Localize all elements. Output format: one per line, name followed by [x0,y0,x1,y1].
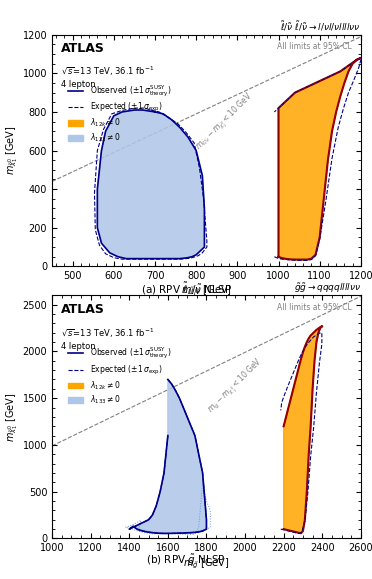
Text: ATLAS: ATLAS [61,42,105,54]
Text: $m_{\tilde{g}} - m_{\tilde{\chi}_1^0} < 10$ GeV: $m_{\tilde{g}} - m_{\tilde{\chi}_1^0} < … [205,355,266,417]
Text: All limits at 95% CL: All limits at 95% CL [277,42,352,51]
Text: All limits at 95% CL: All limits at 95% CL [277,303,352,312]
Polygon shape [279,58,361,259]
Text: $\tilde{g}\tilde{g} \rightarrow qqqq ll l l\nu\nu$: $\tilde{g}\tilde{g} \rightarrow qqqq ll … [294,281,361,295]
Polygon shape [97,110,204,259]
Text: (a) RPV $\tilde{\ell}_L / \tilde{\nu}$ NLSP: (a) RPV $\tilde{\ell}_L / \tilde{\nu}$ N… [141,281,231,298]
Text: $\tilde{\ell}/\tilde{\nu}$ $\tilde{\ell}/\tilde{\nu} \rightarrow l/\nu l/\nu lll: $\tilde{\ell}/\tilde{\nu}$ $\tilde{\ell}… [280,19,361,33]
Text: (b) RPV $\tilde{g}$ NLSP: (b) RPV $\tilde{g}$ NLSP [146,553,226,568]
X-axis label: $m_{\tilde{g}}$ [GeV]: $m_{\tilde{g}}$ [GeV] [183,556,230,570]
Text: $\sqrt{s}$=13 TeV, 36.1 fb$^{-1}$
4 lepton: $\sqrt{s}$=13 TeV, 36.1 fb$^{-1}$ 4 lept… [61,327,154,351]
Legend: Observed ($\pm 1\,\sigma_{\rm theory}^{\rm SUSY}$), Expected ($\pm 1\,\sigma_{\r: Observed ($\pm 1\,\sigma_{\rm theory}^{\… [65,343,174,409]
Legend: Observed ($\pm 1\,\sigma_{\rm theory}^{\rm SUSY}$), Expected ($\pm 1\,\sigma_{\r: Observed ($\pm 1\,\sigma_{\rm theory}^{\… [65,80,174,147]
Polygon shape [129,379,206,533]
Y-axis label: $m_{\tilde{\chi}_1^0}$ [GeV]: $m_{\tilde{\chi}_1^0}$ [GeV] [4,392,20,442]
Polygon shape [284,326,322,533]
X-axis label: $m_{\tilde{\ell}/\tilde{\nu}}$ [GeV]: $m_{\tilde{\ell}/\tilde{\nu}}$ [GeV] [181,284,232,299]
Text: $\sqrt{s}$=13 TeV, 36.1 fb$^{-1}$
4 lepton: $\sqrt{s}$=13 TeV, 36.1 fb$^{-1}$ 4 lept… [61,65,154,89]
Text: $m_{\tilde{\ell}/\tilde{\nu}} - m_{\tilde{\chi}_1^0} < 10$ GeV: $m_{\tilde{\ell}/\tilde{\nu}} - m_{\tild… [193,90,257,155]
Text: ATLAS: ATLAS [61,303,105,316]
Y-axis label: $m_{\tilde{\chi}_1^0}$ [GeV]: $m_{\tilde{\chi}_1^0}$ [GeV] [4,126,20,175]
